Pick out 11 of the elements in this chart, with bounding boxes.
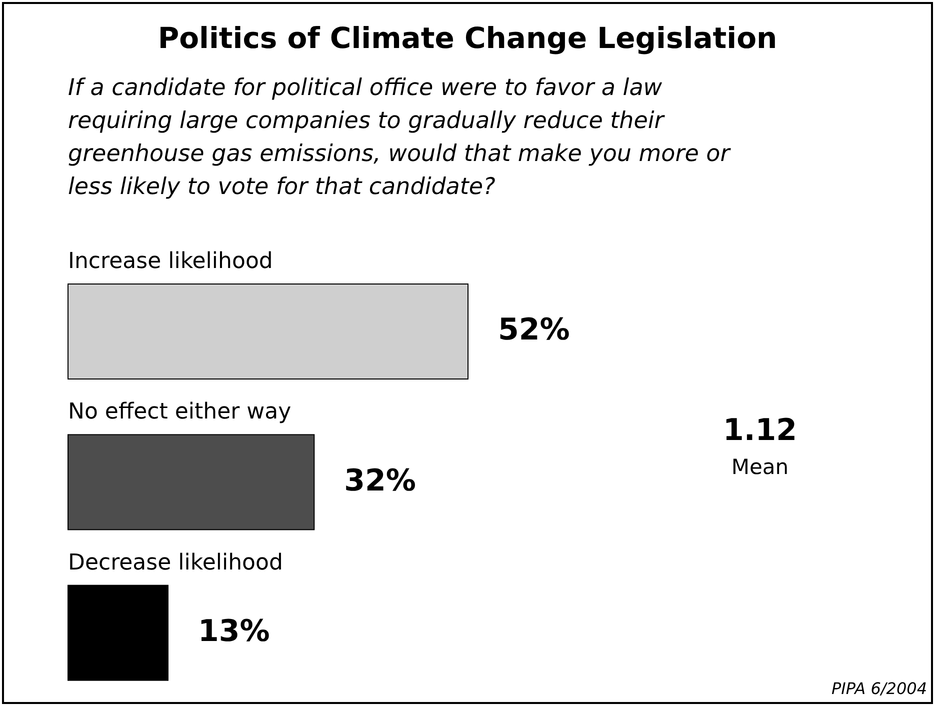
data-label: 52%	[498, 312, 570, 348]
text: Mean	[731, 455, 789, 479]
text: 1.12	[722, 413, 798, 448]
data-label: 13%	[198, 614, 270, 650]
chart-subtitle: If a candidate for political office were to favor a law requiring large companies to gradually reduce their greenhouse gas emissions, would that make you more or less likely to vote for that candidate?	[68, 75, 732, 200]
text: PIPA 6/2004	[831, 679, 927, 698]
y-tick-label: Increase likelihood	[68, 249, 273, 274]
y-tick-label: No effect either way	[68, 400, 292, 425]
y-tick-label: Decrease likelihood	[68, 550, 283, 576]
chart-title: Politics of Climate Change Legislation	[158, 21, 778, 55]
data-label: 32%	[344, 463, 416, 498]
